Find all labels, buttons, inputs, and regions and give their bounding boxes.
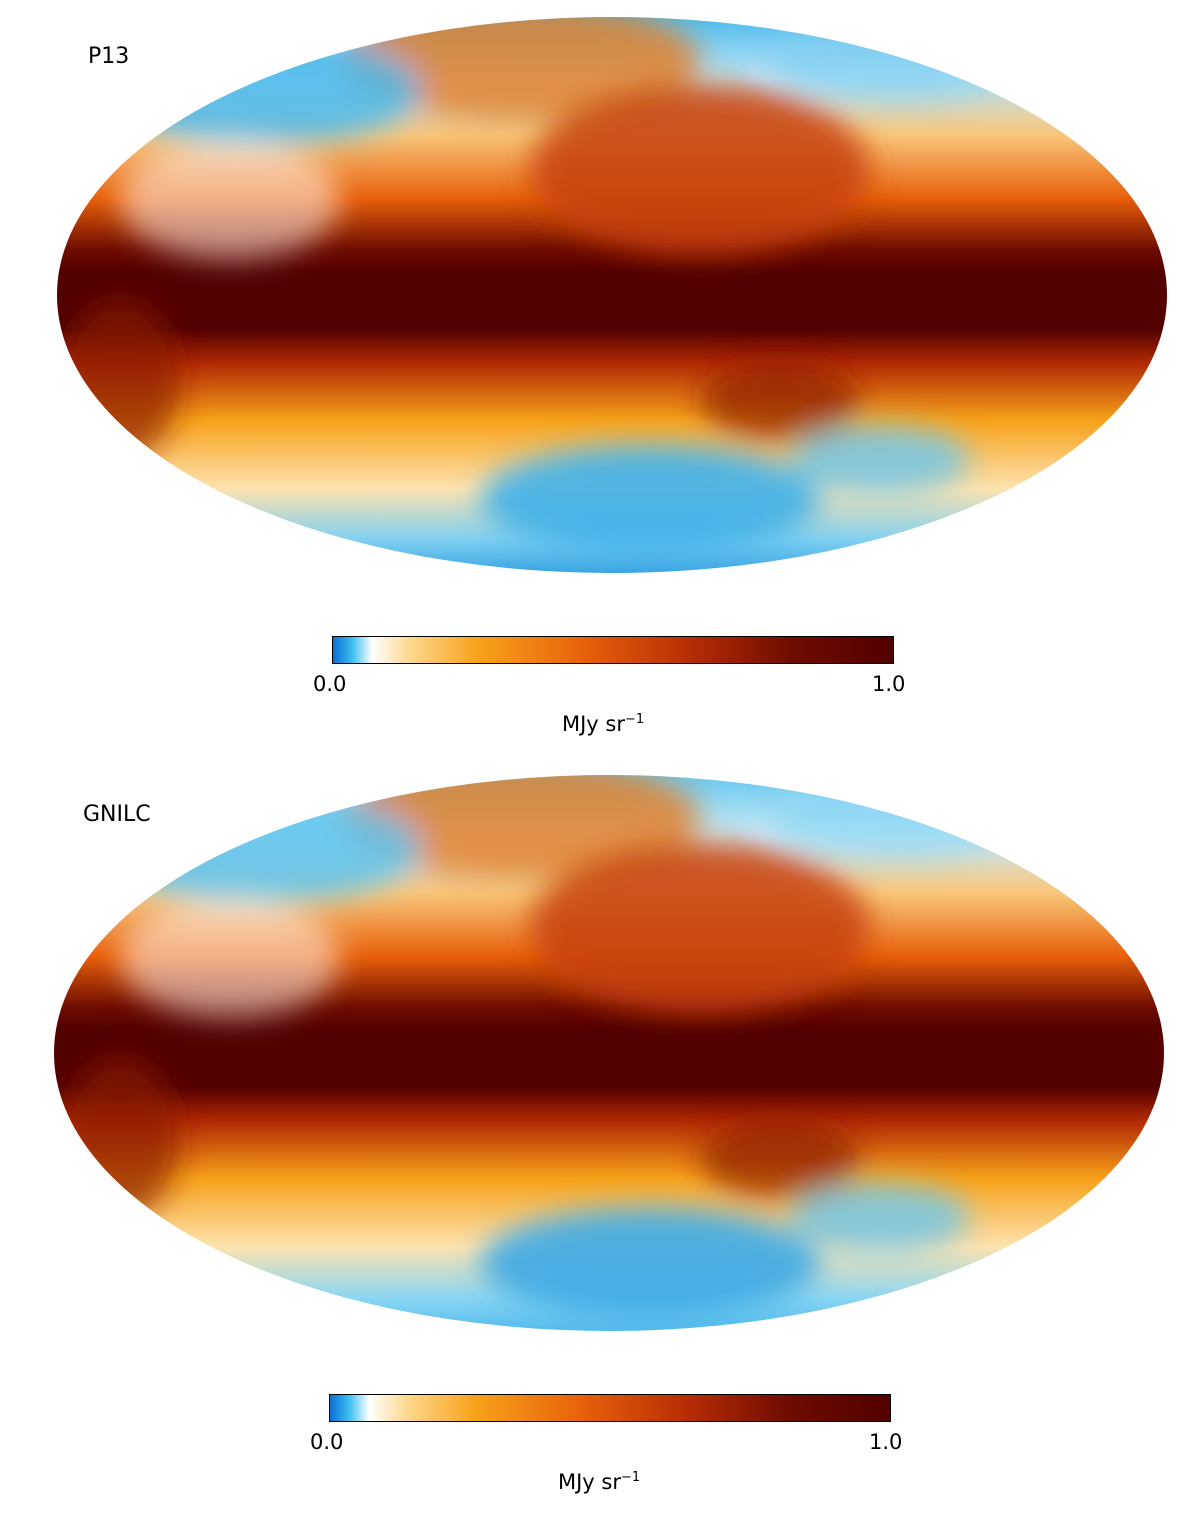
colorbar	[332, 636, 894, 664]
map-panel-gnilc: GNILC 0.0 1.0 MJy sr−1	[0, 758, 1200, 1516]
colorbar-unit-label: MJy sr−1	[562, 712, 645, 736]
colorbar-min-label: 0.0	[313, 672, 347, 696]
map-title: GNILC	[83, 802, 151, 827]
colorbar-max-label: 1.0	[869, 1430, 903, 1454]
sky-map-gnilc	[54, 775, 1164, 1331]
map-title: P13	[88, 44, 130, 69]
sky-map-p13	[57, 17, 1167, 573]
colorbar-unit-label: MJy sr−1	[558, 1470, 641, 1494]
colorbar-max-label: 1.0	[872, 672, 906, 696]
colorbar-min-label: 0.0	[310, 1430, 344, 1454]
map-panel-p13: P13 0.0 1.0 MJy sr−1	[57, 17, 1167, 736]
colorbar	[329, 1394, 891, 1422]
